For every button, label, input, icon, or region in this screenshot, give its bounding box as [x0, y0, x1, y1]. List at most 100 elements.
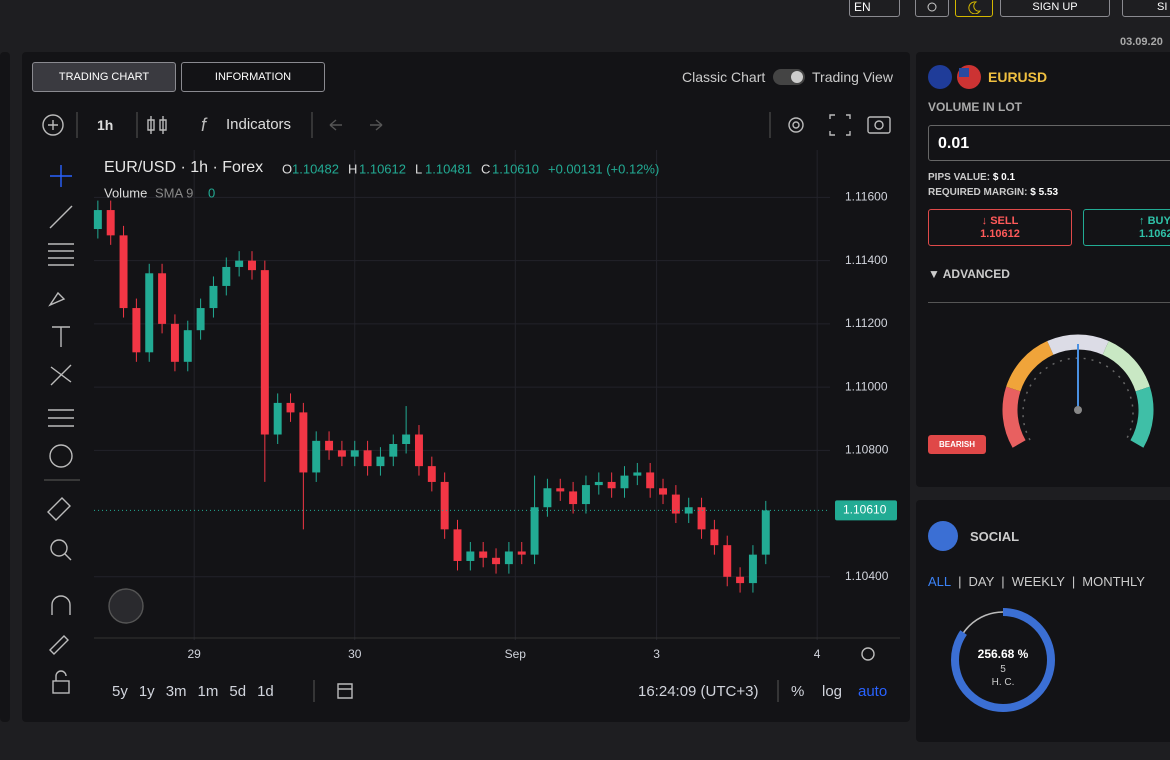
- candle-body: [723, 545, 732, 577]
- divider: [928, 302, 1170, 303]
- y-tick-label: 1.10400: [845, 569, 889, 583]
- candle-body: [235, 260, 244, 267]
- advanced[interactable]: ▼ ADVANCED: [928, 267, 1010, 281]
- pips: PIPS VALUE: $ 0.1: [928, 172, 1015, 183]
- candle-body: [581, 485, 590, 505]
- candle-body: [363, 450, 372, 467]
- range[interactable]: 1y: [138, 683, 155, 700]
- sell-button[interactable]: ↓ SELL 1.10612: [928, 209, 1072, 246]
- legend-text: +0.00131 (+0.12%): [548, 161, 659, 176]
- candle-body: [504, 551, 513, 565]
- candle-body: [453, 529, 462, 561]
- period[interactable]: ALL: [928, 574, 952, 589]
- language-select[interactable]: EN: [849, 0, 900, 17]
- x-tick-label: 30: [348, 647, 362, 661]
- log-scale[interactable]: log: [822, 683, 843, 700]
- sell-price: 1.10612: [980, 228, 1020, 240]
- social-title: SOCIAL: [970, 529, 1020, 544]
- y-tick-label: 1.11200: [845, 316, 888, 330]
- period[interactable]: DAY: [968, 574, 995, 589]
- legend-text: 1.10481: [425, 161, 472, 176]
- gauge-segment: [1002, 386, 1026, 448]
- candle-body: [466, 551, 475, 561]
- candle-body: [106, 210, 115, 236]
- legend-text: H: [348, 161, 357, 176]
- candle-body: [556, 488, 565, 492]
- eu-flag: [928, 65, 952, 89]
- tab-information[interactable]: INFORMATION: [181, 62, 325, 92]
- buy-price: 1.1062: [1139, 228, 1170, 240]
- candle-body: [337, 450, 346, 457]
- sign-in-label: SI: [1157, 0, 1168, 13]
- x-tick-label: Sep: [505, 647, 527, 661]
- candle-body: [402, 434, 411, 444]
- candle-body: [260, 270, 269, 435]
- candle-body: [183, 330, 192, 362]
- range[interactable]: 1m: [197, 683, 219, 700]
- candle-body: [286, 402, 295, 413]
- y-tick-label: 1.11600: [845, 190, 888, 204]
- symbol: EURUSD: [988, 69, 1048, 85]
- volume-input[interactable]: 0.01: [928, 125, 1170, 161]
- legend-text: 1.10482: [292, 161, 339, 176]
- y-tick-label: 1.10800: [845, 442, 889, 456]
- margin-value: $ 5.53: [1030, 187, 1059, 198]
- sign-up[interactable]: SIGN UP: [1000, 0, 1110, 17]
- candle-body: [479, 551, 488, 558]
- period-tabs: ALL | DAY | WEEKLY | MONTHLY: [928, 574, 1145, 589]
- candle-body: [761, 510, 770, 555]
- candle-body: [132, 308, 141, 353]
- candle-body: [248, 260, 256, 271]
- candle-body: [543, 488, 552, 508]
- x-tick-label: 3: [653, 647, 660, 661]
- social-progress: [951, 608, 1055, 712]
- candle-body: [93, 210, 102, 230]
- legend-text: 1.10612: [359, 161, 406, 176]
- period[interactable]: WEEKLY: [1011, 574, 1065, 589]
- tab-trading-chart[interactable]: TRADING CHART: [32, 62, 176, 92]
- social-icon: [928, 521, 958, 551]
- toggle-left: Classic Chart: [682, 69, 766, 85]
- candle-body: [145, 273, 154, 353]
- candle-body: [594, 481, 603, 486]
- dark-theme[interactable]: [955, 0, 993, 17]
- range[interactable]: 1d: [257, 683, 274, 700]
- us-flag-canton: [959, 68, 969, 77]
- candle-body: [736, 576, 745, 584]
- advanced-label: ADVANCED: [942, 267, 1010, 281]
- candle-body: [440, 481, 449, 530]
- gauge-segment: [1006, 341, 1054, 392]
- light-theme[interactable]: [915, 0, 949, 17]
- candle-body: [492, 557, 501, 565]
- legend-text: Volume: [104, 185, 147, 200]
- candle-body: [158, 273, 167, 324]
- range[interactable]: 3m: [165, 683, 187, 700]
- margin: REQUIRED MARGIN: $ 5.53: [928, 187, 1058, 198]
- percent-scale[interactable]: %: [791, 683, 805, 700]
- moon-icon: [968, 0, 982, 14]
- social-count: 5: [1000, 664, 1006, 675]
- candle-body: [697, 507, 706, 530]
- interval[interactable]: 1h: [97, 117, 114, 133]
- order-panel: [916, 52, 1170, 487]
- candle-body: [350, 450, 359, 457]
- gauge-segment: [1102, 341, 1150, 392]
- toggle-switch[interactable]: [773, 69, 805, 85]
- buy-button[interactable]: ↑ BUY 1.1062: [1083, 209, 1170, 246]
- range[interactable]: 5d: [229, 683, 247, 700]
- sell-label: SELL: [990, 215, 1019, 227]
- pips-label: PIPS VALUE:: [928, 172, 991, 183]
- toggle-knob: [791, 71, 803, 83]
- legend-text: EUR/USD · 1h · Forex: [104, 159, 263, 176]
- period[interactable]: MONTHLY: [1082, 574, 1145, 589]
- side-panel: [0, 52, 10, 722]
- sign-in[interactable]: SI: [1122, 0, 1170, 17]
- auto-scale[interactable]: auto: [858, 683, 888, 700]
- range[interactable]: 5y: [112, 683, 128, 700]
- candle-body: [646, 472, 655, 489]
- range-buttons: 5y 1y 3m 1m 5d 1d: [112, 683, 274, 700]
- sentiment: BEARISH: [928, 435, 986, 454]
- legend-text: 0: [208, 185, 215, 200]
- social-percent: 256.68 %: [977, 647, 1029, 661]
- indicators[interactable]: Indicators: [226, 116, 292, 133]
